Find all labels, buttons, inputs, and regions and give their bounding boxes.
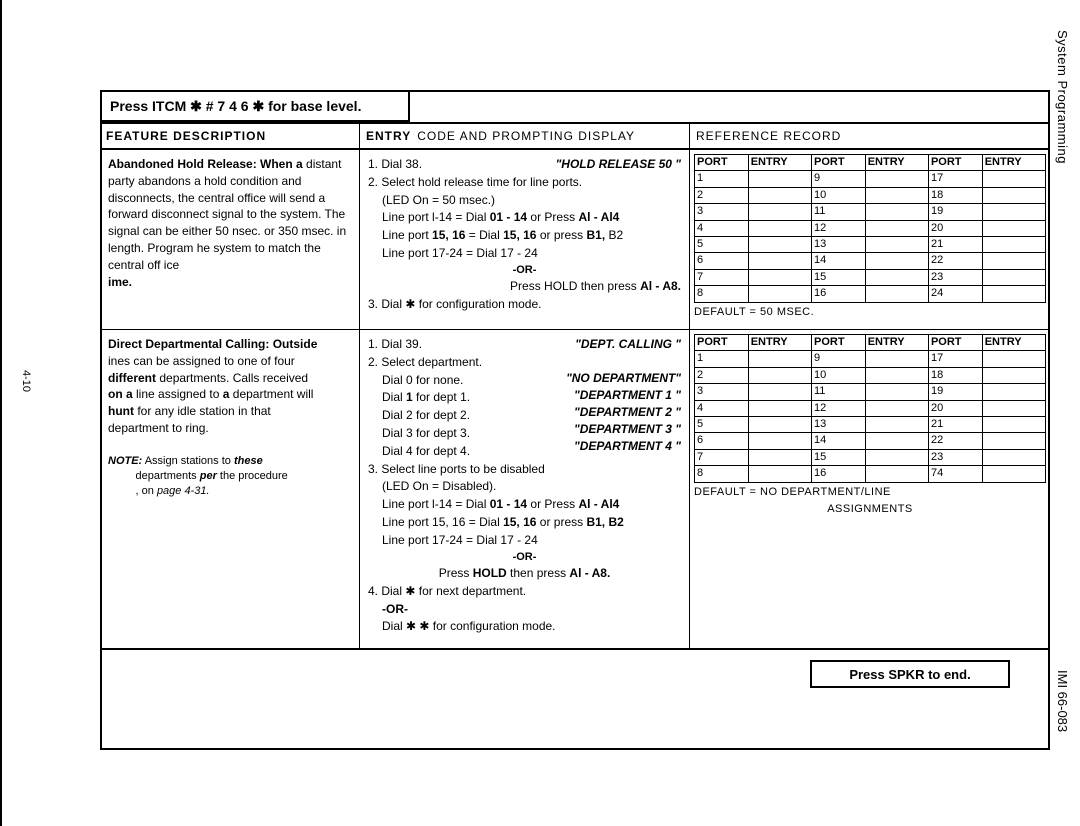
step: Line port l-14 = Dial 01 - 14 or Press A… bbox=[368, 496, 681, 513]
feature-description-1: Abandoned Hold Release: When a distant p… bbox=[100, 150, 360, 329]
th: PORT bbox=[811, 155, 865, 171]
feature-end-1: ime. bbox=[108, 275, 132, 289]
prompt: "DEPARTMENT 4 " bbox=[574, 438, 681, 455]
page-container: System Programming IMI 66-083 4-10 Press… bbox=[60, 30, 1060, 790]
feature-title-1: Abandoned Hold Release: When a bbox=[108, 157, 303, 171]
col-entry: ENTRY CODE AND PROMPTING DISPLAY bbox=[360, 124, 690, 148]
step: 2. Select department. bbox=[368, 354, 681, 371]
reference-record-2: PORT ENTRY PORT ENTRY PORT ENTRY 1917 21… bbox=[690, 330, 1050, 648]
table-row: 71523 bbox=[695, 269, 1046, 285]
step: (LED On = 50 msec.) bbox=[368, 192, 681, 209]
prompt: "DEPT. CALLING " bbox=[575, 336, 681, 353]
fb: on a bbox=[108, 387, 133, 401]
prompt: "DEPARTMENT 1 " bbox=[574, 387, 681, 404]
th: ENTRY bbox=[865, 335, 928, 351]
table-row: 81624 bbox=[695, 286, 1046, 302]
side-label-top: System Programming bbox=[1055, 30, 1070, 164]
th: PORT bbox=[811, 335, 865, 351]
table-row: 41220 bbox=[695, 220, 1046, 236]
step: 2. Select hold release time for line por… bbox=[368, 174, 681, 191]
fb: different bbox=[108, 371, 156, 385]
step: Line port 15, 16 = Dial 15, 16 or press … bbox=[368, 227, 681, 244]
reference-record-1: PORT ENTRY PORT ENTRY PORT ENTRY 1917 21… bbox=[690, 150, 1050, 329]
step: 3. Select line ports to be disabled bbox=[368, 461, 681, 478]
th: ENTRY bbox=[982, 155, 1045, 171]
fb: hunt bbox=[108, 404, 134, 418]
table-row: 81674 bbox=[695, 466, 1046, 482]
feature-body-1: distant party abandons a hold condition … bbox=[108, 157, 346, 272]
th: ENTRY bbox=[982, 335, 1045, 351]
footer-instruction: Press SPKR to end. bbox=[810, 660, 1010, 688]
or-label: -OR- bbox=[368, 550, 681, 565]
or-label: -OR- bbox=[368, 263, 681, 278]
col-entry-bold: ENTRY bbox=[366, 129, 411, 143]
side-label-bottom: IMI 66-083 bbox=[1055, 670, 1070, 732]
table-row: 41220 bbox=[695, 400, 1046, 416]
feature-row-dept-calling: Direct Departmental Calling: Outside ine… bbox=[100, 330, 1050, 650]
table-row: 31119 bbox=[695, 204, 1046, 220]
step: Press HOLD then press Al - A8. bbox=[368, 565, 681, 582]
table-row: 71523 bbox=[695, 449, 1046, 465]
table-row: PORT ENTRY PORT ENTRY PORT ENTRY bbox=[695, 335, 1046, 351]
table-row: PORT ENTRY PORT ENTRY PORT ENTRY bbox=[695, 155, 1046, 171]
entry-steps-1: 1. Dial 38. "HOLD RELEASE 50 " 2. Select… bbox=[360, 150, 690, 329]
table-row: 51321 bbox=[695, 416, 1046, 432]
step: Dial ✱ ✱ for configuration mode. bbox=[368, 618, 681, 635]
fb: ines can be assigned to one of four bbox=[108, 354, 295, 368]
th: ENTRY bbox=[865, 155, 928, 171]
step: Line port 17-24 = Dial 17 - 24 bbox=[368, 245, 681, 262]
table-row: 61422 bbox=[695, 433, 1046, 449]
feature-description-2: Direct Departmental Calling: Outside ine… bbox=[100, 330, 360, 648]
or-label: -OR- bbox=[382, 602, 408, 616]
th: PORT bbox=[928, 335, 982, 351]
th: ENTRY bbox=[748, 155, 811, 171]
entry-steps-2: 1. Dial 39. "DEPT. CALLING " 2. Select d… bbox=[360, 330, 690, 648]
prompt: "HOLD RELEASE 50 " bbox=[556, 156, 681, 173]
table-row: 1917 bbox=[695, 171, 1046, 187]
th: PORT bbox=[928, 155, 982, 171]
th: ENTRY bbox=[748, 335, 811, 351]
th: PORT bbox=[695, 155, 749, 171]
default-label: DEFAULT = NO DEPARTMENT/LINE bbox=[694, 485, 1046, 500]
step: (LED On = Disabled). bbox=[368, 478, 681, 495]
table-row: 21018 bbox=[695, 187, 1046, 203]
step: Line port 15, 16 = Dial 15, 16 or press … bbox=[368, 514, 681, 531]
step: Line port 17-24 = Dial 17 - 24 bbox=[368, 532, 681, 549]
note-block: NOTE: Assign stations to these departmen… bbox=[108, 454, 351, 500]
feature-row-hold-release: Abandoned Hold Release: When a distant p… bbox=[100, 150, 1050, 330]
prompt: "NO DEPARTMENT" bbox=[566, 370, 681, 387]
default-label: DEFAULT = 50 MSEC. bbox=[694, 305, 1046, 320]
step: 3. Dial ✱ for configuration mode. bbox=[368, 296, 681, 313]
port-table-2: PORT ENTRY PORT ENTRY PORT ENTRY 1917 21… bbox=[694, 334, 1046, 483]
fb: department to ring. bbox=[108, 421, 209, 435]
step: Press HOLD then press Al - A8. bbox=[368, 278, 681, 295]
table-row: 31119 bbox=[695, 384, 1046, 400]
step: Line port l-14 = Dial 01 - 14 or Press A… bbox=[368, 209, 681, 226]
prompt: "DEPARTMENT 3 " bbox=[574, 421, 681, 438]
header-instruction: Press ITCM ✱ # 7 4 6 ✱ for base level. bbox=[100, 90, 410, 122]
column-headers: FEATURE DESCRIPTION ENTRY CODE AND PROMP… bbox=[100, 122, 1050, 150]
prompt: "DEPARTMENT 2 " bbox=[574, 404, 681, 421]
table-row: 1917 bbox=[695, 351, 1046, 367]
col-entry-rest: CODE AND PROMPTING DISPLAY bbox=[417, 129, 635, 143]
default-label: ASSIGNMENTS bbox=[694, 502, 1046, 517]
table-row: 61422 bbox=[695, 253, 1046, 269]
th: PORT bbox=[695, 335, 749, 351]
port-table-1: PORT ENTRY PORT ENTRY PORT ENTRY 1917 21… bbox=[694, 154, 1046, 303]
note-label: NOTE: bbox=[108, 455, 142, 467]
table-row: 21018 bbox=[695, 367, 1046, 383]
col-reference: REFERENCE RECORD bbox=[690, 124, 1050, 148]
step: 4. Dial ✱ for next department. bbox=[368, 583, 681, 600]
col-feature: FEATURE DESCRIPTION bbox=[100, 124, 360, 148]
feature-title-2: Direct Departmental Calling: Outside bbox=[108, 337, 317, 351]
table-row: 51321 bbox=[695, 236, 1046, 252]
side-label-left: 4-10 bbox=[20, 370, 32, 392]
